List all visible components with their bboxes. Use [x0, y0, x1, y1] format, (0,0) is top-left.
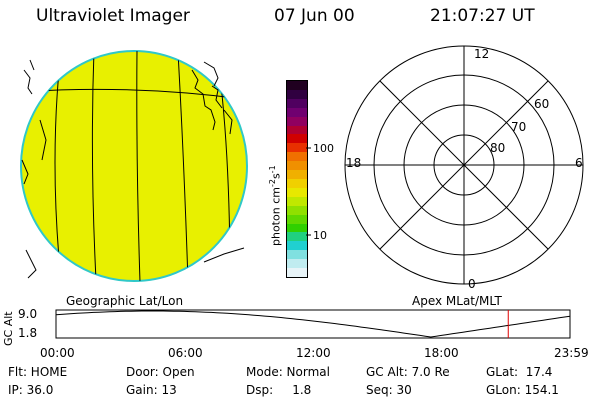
colorbar-segment — [287, 161, 307, 171]
x-tick-0600: 06:00 — [168, 346, 203, 360]
colorbar-segment — [287, 268, 307, 277]
colorbar-segment — [287, 205, 307, 215]
ip-info: IP: 36.0 — [8, 383, 54, 397]
map-projection-label: Geographic Lat/Lon — [66, 294, 184, 308]
lat-label-60: 60 — [534, 97, 550, 111]
colorbar-segment — [287, 89, 307, 99]
gain-info: Gain: 13 — [126, 383, 177, 397]
gc-alt-info: GC Alt: 7.0 Re — [366, 365, 450, 379]
coastline — [203, 247, 245, 263]
altitude-frame — [55, 309, 571, 339]
polar-projection-label: Apex MLat/MLT — [412, 294, 502, 308]
dsp-info: Dsp: 1.8 — [246, 383, 312, 397]
longitude-line — [177, 51, 189, 281]
colorbar-segment — [287, 232, 307, 242]
colorbar-segment — [287, 134, 307, 144]
colorbar-segment — [287, 116, 307, 126]
colorbar-segment — [287, 214, 307, 224]
x-tick-1800: 18:00 — [424, 346, 459, 360]
altitude-trace — [55, 310, 571, 338]
colorbar-segment — [287, 98, 307, 108]
longitude-line — [136, 51, 141, 281]
coastline — [211, 85, 223, 109]
mlt-label-12: 12 — [474, 47, 490, 61]
colorbar-segment — [287, 223, 307, 233]
colorbar-ticks — [306, 147, 311, 236]
colorbar-segment — [287, 152, 307, 162]
mode-info: Mode: Normal — [246, 365, 330, 379]
colorbar-segment — [287, 250, 307, 260]
earth-disk — [20, 50, 248, 282]
flight-info: Flt: HOME — [8, 365, 68, 379]
x-tick-1200: 12:00 — [296, 346, 331, 360]
instrument-title: Ultraviolet Imager — [36, 6, 190, 26]
lat-label-80: 80 — [490, 141, 506, 155]
polar-diagonal — [379, 80, 549, 250]
x-tick-2359: 23:59 — [554, 346, 589, 360]
glon-info: GLon: 154.1 — [486, 383, 559, 397]
time-label: 21:07:27 UT — [430, 6, 535, 26]
date-label: 07 Jun 00 — [274, 6, 355, 26]
altitude-ymax-label: 9.0 — [18, 307, 38, 321]
mlt-label-18: 18 — [346, 156, 362, 170]
altitude-ymin-label: 1.8 — [18, 326, 38, 340]
colorbar-segment — [287, 81, 307, 90]
longitude-line — [54, 59, 61, 271]
coastline — [203, 61, 233, 135]
colorbar-segment — [287, 241, 307, 251]
coastline — [21, 159, 37, 279]
colorbar-tick-100: 100 — [313, 142, 334, 155]
lat-label-70: 70 — [511, 120, 527, 134]
colorbar-segment — [287, 125, 307, 135]
colorbar-segment — [287, 143, 307, 153]
coastline — [39, 119, 47, 161]
colorbar-segment — [287, 196, 307, 206]
door-info: Door: Open — [126, 365, 195, 379]
mlt-label-0: 0 — [468, 277, 476, 291]
x-tick-0000: 00:00 — [40, 346, 75, 360]
colorbar-segment — [287, 178, 307, 188]
colorbar-segment — [287, 259, 307, 269]
mlt-label-6: 6 — [575, 156, 583, 170]
colorbar-tick-10: 10 — [313, 229, 327, 242]
colorbar — [286, 80, 308, 278]
coastline — [23, 59, 35, 95]
colorbar-segment — [287, 107, 307, 117]
seq-info: Seq: 30 — [366, 383, 412, 397]
colorbar-segment — [287, 187, 307, 197]
longitude-line — [91, 51, 97, 281]
colorbar-segment — [287, 170, 307, 179]
coastline — [191, 69, 216, 131]
glat-info: GLat: 17.4 — [486, 365, 553, 379]
